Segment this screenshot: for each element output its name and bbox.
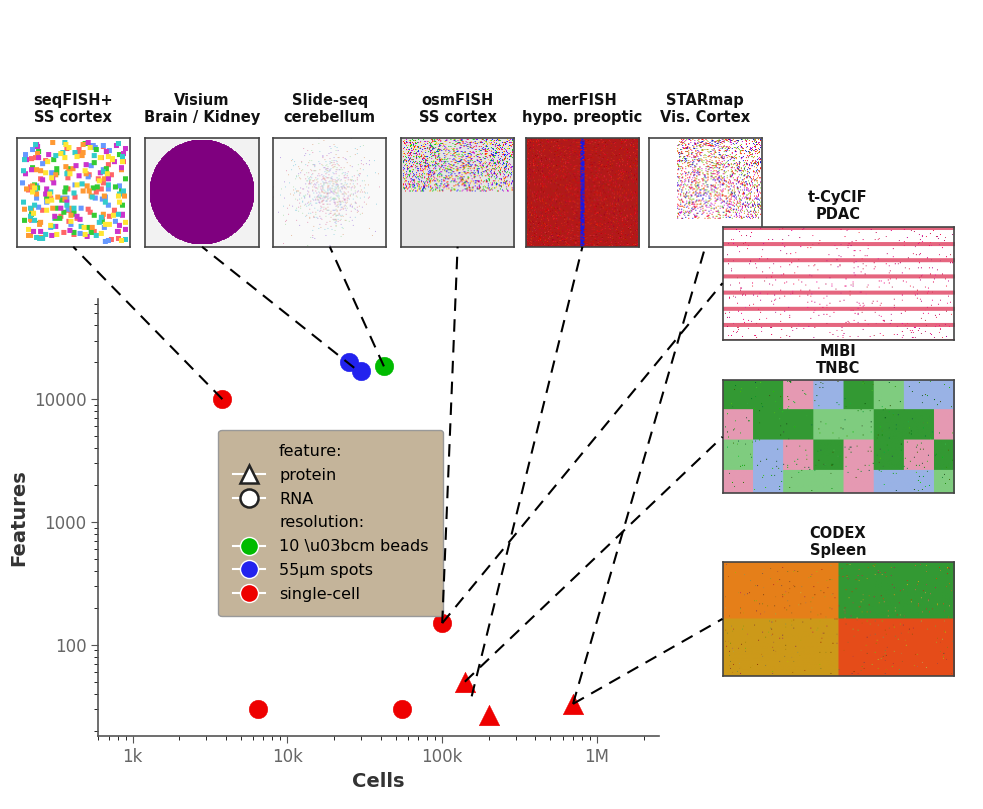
Point (354, 364, 370, 377)
Text: STARmap
Vis. Cortex: STARmap Vis. Cortex (661, 93, 750, 125)
Point (214, 392, 230, 405)
Point (565, 697, 581, 710)
Point (394, 702, 410, 715)
Text: MIBI
TNBC: MIBI TNBC (816, 344, 860, 376)
Point (251, 702, 266, 715)
Text: osmFISH
SS cortex: osmFISH SS cortex (419, 93, 496, 125)
Point (481, 708, 496, 721)
Text: Visium
Brain / Kidney: Visium Brain / Kidney (144, 93, 260, 125)
Text: seqFISH+
SS cortex: seqFISH+ SS cortex (33, 93, 113, 125)
Text: t-CyCIF
PDAC: t-CyCIF PDAC (808, 190, 868, 222)
Point (434, 616, 450, 629)
Text: CODEX
Spleen: CODEX Spleen (810, 526, 866, 558)
Point (457, 676, 473, 688)
Legend: feature:, protein, RNA, resolution:, 10 \u03bcm beads, 55μm spots, single-cell: feature:, protein, RNA, resolution:, 10 … (218, 430, 443, 616)
Y-axis label: Features: Features (9, 469, 29, 566)
Text: merFISH
hypo. preoptic: merFISH hypo. preoptic (522, 93, 643, 125)
Point (376, 360, 392, 373)
X-axis label: Cells: Cells (352, 772, 405, 790)
Point (341, 356, 357, 369)
Text: Slide-seq
cerebellum: Slide-seq cerebellum (284, 93, 376, 125)
